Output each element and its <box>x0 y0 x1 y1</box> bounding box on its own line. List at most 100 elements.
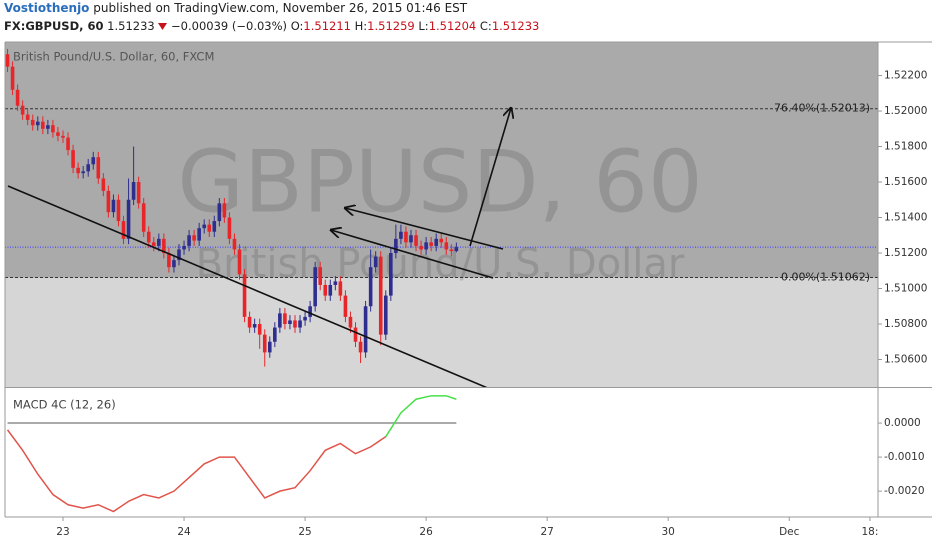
candle-body <box>439 238 444 243</box>
candle-body <box>373 256 378 268</box>
y-tick-label: 1.51200 <box>884 247 927 259</box>
candle-body <box>222 203 227 218</box>
candle-body <box>262 334 267 353</box>
candle-body <box>394 238 398 254</box>
candle-body <box>146 231 151 243</box>
y-tick-label: 1.52000 <box>884 105 927 117</box>
candle-body <box>71 150 75 168</box>
candle-body <box>187 235 191 246</box>
candle-body <box>20 105 25 115</box>
candle-body <box>353 327 358 342</box>
watermark: GBPUSD, 60 British Pound/U.S. Dollar <box>177 132 702 287</box>
symbol: FX:GBPUSD, 60 <box>4 19 104 33</box>
candle-body <box>157 238 161 246</box>
candle-body <box>207 224 212 232</box>
y-tick-label: 1.51000 <box>884 283 927 295</box>
candle-body <box>61 135 65 138</box>
candle-body <box>368 267 373 307</box>
fib-label: 0.00%(1.51062) <box>781 271 870 284</box>
y-tick-label: 1.50800 <box>884 318 927 330</box>
price-pane: 76.40%(1.52013) 0.00%(1.51062) <box>5 48 878 367</box>
candle-body <box>404 231 408 243</box>
ohlc-value: 1.51204 <box>428 19 477 33</box>
author[interactable]: Vostiothenjo <box>4 1 90 15</box>
candle-body <box>151 242 156 246</box>
candle-body <box>197 228 201 241</box>
candle-body <box>303 316 307 321</box>
fib-label: 76.40%(1.52013) <box>774 102 870 115</box>
candle-body <box>308 306 312 317</box>
ohlc-low: L:1.51204 <box>418 19 476 33</box>
down-arrow <box>158 23 168 30</box>
candle-body <box>444 242 449 250</box>
candle-body <box>25 114 30 120</box>
change: −0.00039 (−0.03%) <box>171 19 288 33</box>
candle-body <box>414 235 418 246</box>
candle-body <box>267 341 272 353</box>
candle-body <box>237 249 242 275</box>
ohlc-close: C:1.51233 <box>480 19 539 33</box>
candle-body <box>172 260 176 268</box>
y-tick-label: -0.0010 <box>884 451 925 463</box>
candle-body <box>121 221 126 239</box>
candle-body <box>409 235 413 243</box>
x-tick-label: 30 <box>662 526 675 538</box>
candle-body <box>217 203 222 222</box>
candle-body <box>35 121 40 126</box>
candle-body <box>424 242 428 250</box>
candle-body <box>51 125 55 133</box>
panel-backgrounds <box>5 42 878 517</box>
x-tick-label: Dec <box>779 526 800 538</box>
candle-body <box>202 224 207 229</box>
candle-body <box>76 167 80 174</box>
candle-body <box>313 267 317 307</box>
candle-body <box>273 327 277 342</box>
ohlc-value: 1.51211 <box>303 19 351 33</box>
indicator-title: MACD 4C (12, 26) <box>13 398 116 412</box>
macd-line <box>385 395 457 438</box>
trend-line <box>7 185 488 387</box>
candle-body <box>131 182 136 200</box>
candle-body <box>111 199 116 213</box>
candle-body <box>429 242 433 246</box>
ohlc-label: L: <box>418 19 429 33</box>
candle-body <box>167 253 171 268</box>
candle-body <box>177 249 181 261</box>
candle-body <box>383 295 388 335</box>
pane-title: British Pound/U.S. Dollar, 60, FXCM <box>13 50 214 64</box>
candle-body <box>106 190 111 213</box>
candle-body <box>247 316 252 328</box>
watermark-name: British Pound/U.S. Dollar <box>196 241 685 287</box>
candle-body <box>293 320 297 328</box>
candle-body <box>399 231 403 239</box>
publish-info: published on TradingView.com, November 2… <box>93 1 468 15</box>
axes <box>4 41 932 518</box>
macd-line <box>6 429 387 513</box>
x-tick-label: 27 <box>540 526 553 538</box>
candle-body <box>86 164 91 172</box>
candle-body <box>358 341 363 353</box>
candle-body <box>91 157 96 165</box>
x-tick-label: 24 <box>177 526 191 538</box>
candle-body <box>212 221 217 232</box>
candle-body <box>116 199 121 222</box>
candle-body <box>101 178 106 191</box>
y-tick-label: 1.51400 <box>884 212 927 224</box>
candle-body <box>252 323 257 328</box>
candle-body <box>343 295 348 317</box>
candle-body <box>136 182 141 204</box>
candle-body <box>348 316 353 328</box>
candle-body <box>389 253 393 296</box>
candle-body <box>318 267 323 285</box>
last-price: 1.51233 <box>107 19 155 33</box>
candle-body <box>46 125 50 129</box>
candle-body <box>81 171 85 174</box>
ohlc-label: O: <box>290 19 304 33</box>
watermark-symbol: GBPUSD, 60 <box>177 132 702 232</box>
candle-body <box>328 284 333 296</box>
candle-body <box>449 249 454 252</box>
candle-body <box>363 306 368 353</box>
y-tick-label: 1.51600 <box>884 176 927 188</box>
candle-body <box>5 54 10 67</box>
candle-body <box>162 238 166 254</box>
